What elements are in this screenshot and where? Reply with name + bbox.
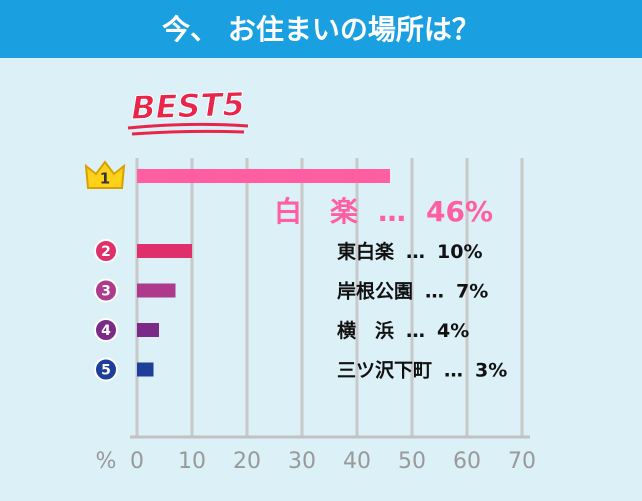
value-label: 7%	[456, 280, 488, 302]
separator: …	[444, 359, 463, 381]
data-label: 横 浜 … 4%	[337, 319, 469, 342]
value-label: 10%	[437, 241, 482, 263]
category-name: 白 楽	[274, 195, 358, 228]
data-label: 東白楽 … 10%	[337, 240, 483, 263]
category-name: 東白楽	[337, 240, 395, 263]
category-name: 三ツ沢下町	[337, 358, 432, 381]
rank-badge	[94, 318, 118, 342]
rank-number: 4	[101, 323, 111, 339]
bar	[137, 169, 390, 183]
value-label: 3%	[475, 359, 507, 381]
x-tick-label: 60	[453, 449, 481, 474]
value-label: 46%	[426, 195, 493, 228]
rank-number: 5	[101, 363, 111, 379]
x-tick-label: 10	[178, 449, 206, 474]
bar	[137, 283, 176, 298]
x-tick-label: 40	[343, 449, 371, 474]
separator: …	[378, 195, 406, 228]
rank-badge	[94, 239, 118, 263]
x-tick-label: 0	[130, 449, 144, 474]
data-label: 岸根公園 … 7%	[337, 279, 488, 302]
data-label: 白 楽 … 46%	[274, 195, 493, 228]
bar	[137, 362, 154, 377]
x-axis-label: %	[96, 449, 117, 474]
x-tick-label: 70	[508, 449, 536, 474]
rank-badge	[94, 357, 118, 382]
crown	[84, 160, 126, 189]
rank-number: 3	[101, 284, 111, 300]
rank-badge	[94, 278, 118, 303]
badge: BEST5	[131, 85, 246, 127]
badge-underline	[127, 122, 249, 136]
header-band	[0, 0, 642, 58]
separator: …	[425, 280, 444, 302]
value-label: 4%	[437, 320, 469, 342]
separator: …	[406, 320, 425, 342]
category-name: 岸根公園	[337, 279, 413, 302]
x-tick-label: 50	[398, 449, 426, 474]
category-name: 横 浜	[337, 319, 394, 342]
x-tick-label: 20	[233, 449, 261, 474]
separator: …	[406, 241, 425, 263]
bar	[137, 323, 159, 337]
data-label: 三ツ沢下町 … 3%	[337, 358, 507, 381]
x-tick-label: 30	[288, 449, 316, 474]
rank-number: 1	[100, 170, 110, 188]
chart-title: 今、 お住まいの場所は？	[162, 13, 480, 46]
rank-number: 2	[101, 244, 111, 260]
bar	[137, 244, 192, 258]
